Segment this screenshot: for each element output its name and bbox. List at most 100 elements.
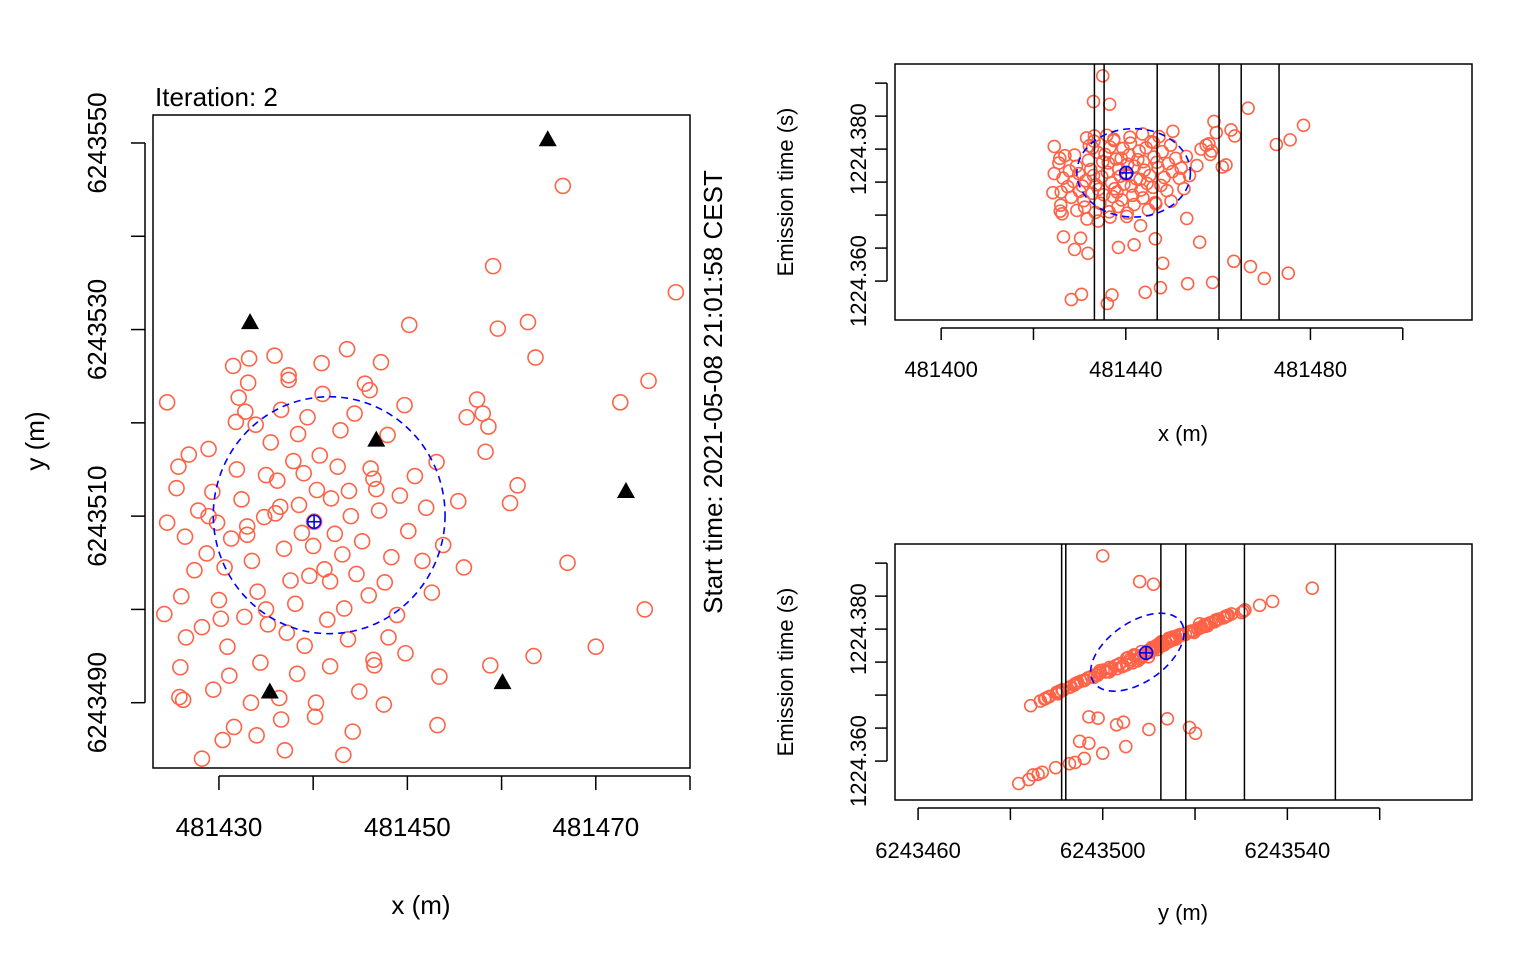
sample-point <box>1179 149 1194 164</box>
sample-point <box>1164 194 1178 209</box>
x-tick-label: 481400 <box>904 357 977 382</box>
sample-point <box>1023 698 1038 713</box>
sample-point <box>340 482 358 500</box>
y-tick-label: 1224.360 <box>846 235 871 327</box>
sample-point <box>1133 172 1147 187</box>
sample-point <box>1211 612 1226 627</box>
sample-point <box>1072 734 1087 749</box>
sample-point <box>1011 776 1026 791</box>
sample-point <box>1132 144 1146 158</box>
sample-point <box>1100 296 1115 311</box>
sample-point <box>1207 114 1221 129</box>
sample-point <box>176 528 194 545</box>
sample-point <box>428 453 445 471</box>
estimate-marker <box>1118 165 1134 181</box>
sample-point <box>1174 161 1188 176</box>
sample-point <box>224 357 242 375</box>
sample-point <box>1081 246 1095 261</box>
sample-point <box>1064 292 1079 307</box>
sample-point <box>1305 581 1320 596</box>
sample-point <box>289 425 307 443</box>
sample-point <box>1048 760 1063 775</box>
x-tick-label: 481450 <box>364 812 451 842</box>
sample-point <box>1047 166 1062 181</box>
sample-point <box>400 522 417 540</box>
sample-point <box>1205 275 1220 290</box>
sample-point <box>344 723 362 740</box>
sample-point <box>477 443 494 461</box>
x-time-axes: 481400 481440 481480 1224.360 1224.380 <box>846 82 1404 382</box>
sample-point <box>233 491 250 508</box>
sample-point <box>1188 726 1203 741</box>
sample-point <box>434 536 452 554</box>
sample-point <box>484 257 502 275</box>
sample-point <box>1026 768 1040 782</box>
sample-point <box>212 610 230 628</box>
sample-point <box>200 440 217 458</box>
sample-point <box>375 696 393 713</box>
sample-point <box>186 561 203 579</box>
sample-point <box>1119 209 1134 224</box>
estimate-marker <box>1138 645 1154 661</box>
sample-point <box>351 683 368 700</box>
sample-point <box>172 658 189 676</box>
sample-point <box>353 533 371 550</box>
y-tick-label: 6243490 <box>82 652 112 753</box>
sample-point <box>308 481 326 499</box>
sample-point <box>342 507 360 525</box>
sample-point <box>431 668 448 685</box>
sample-point <box>242 694 260 712</box>
map-axes: 481430 481450 481470 6243490 6243510 6243530 6… <box>82 92 691 842</box>
sample-point <box>225 718 243 736</box>
sample-point <box>1119 739 1133 754</box>
sample-point <box>272 711 290 728</box>
sample-point <box>204 483 221 501</box>
sample-point <box>335 600 353 617</box>
sample-point <box>1086 94 1101 109</box>
sample-point <box>278 624 296 642</box>
sample-point <box>1241 101 1255 116</box>
sample-point <box>280 371 297 389</box>
sample-point <box>321 573 339 590</box>
sample-point <box>519 313 537 331</box>
sample-point <box>288 665 306 683</box>
y-tick-label: 1224.380 <box>846 583 871 675</box>
sample-point <box>1046 185 1060 200</box>
sample-point <box>611 394 629 411</box>
sample-point <box>1157 170 1171 185</box>
sample-point <box>314 385 331 403</box>
sample-point <box>276 741 294 759</box>
map-samples <box>156 130 685 787</box>
sample-point <box>1142 722 1156 737</box>
sample-point <box>527 349 544 366</box>
sample-point <box>1166 124 1180 139</box>
sample-point <box>366 657 383 674</box>
sample-point <box>338 340 356 358</box>
sample-point <box>204 681 222 698</box>
sample-point <box>1209 125 1224 140</box>
sample-point <box>1074 674 1088 689</box>
sample-point <box>1202 137 1216 151</box>
sample-point <box>380 629 397 646</box>
sample-point <box>249 583 266 600</box>
sample-point <box>236 608 253 626</box>
x-tick-label: 6243540 <box>1245 838 1331 863</box>
sample-point <box>172 588 190 605</box>
sample-point <box>449 492 467 510</box>
sample-point <box>268 772 283 787</box>
sample-point <box>296 637 313 655</box>
sample-point <box>1177 181 1191 196</box>
sample-point <box>1148 232 1163 246</box>
sample-point <box>252 654 269 671</box>
sample-point <box>397 644 414 662</box>
sample-point <box>257 601 275 618</box>
sample-point <box>334 546 351 563</box>
sample-point <box>1135 127 1150 141</box>
sample-point <box>200 507 217 525</box>
sample-point <box>468 391 486 408</box>
sample-point <box>489 320 507 337</box>
sample-point <box>509 477 526 494</box>
map-ylabel: y (m) <box>20 411 50 470</box>
y-time-axes: 6243460 6243500 6243540 1224.360 1224.380 <box>846 562 1381 863</box>
sample-point <box>379 426 396 444</box>
